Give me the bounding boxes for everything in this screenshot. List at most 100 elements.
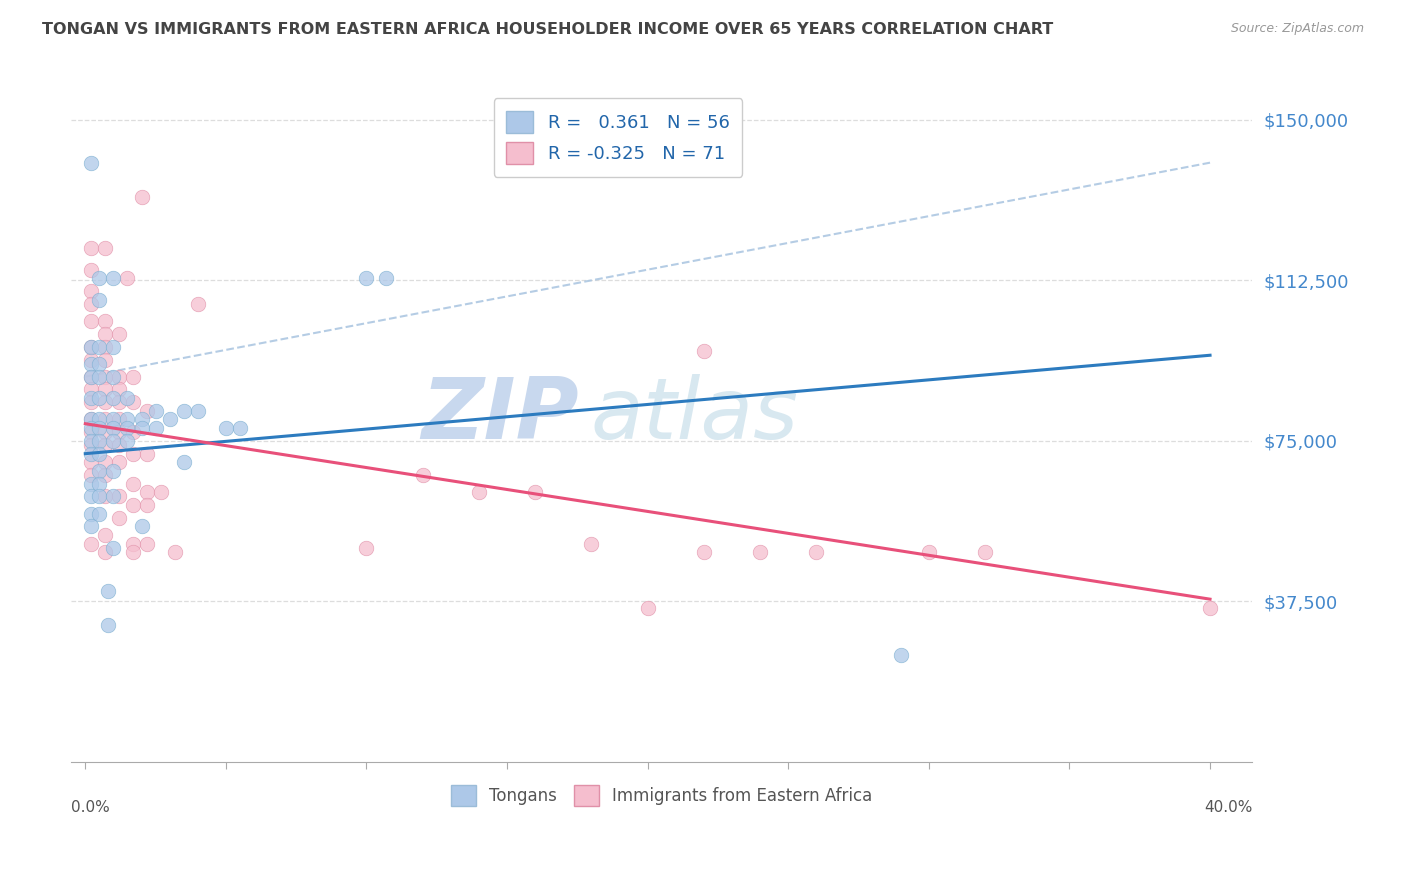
Point (94, 326, 117, 341)
Point (94, 352, 117, 367)
Point (80, 284, 103, 298)
Point (94, 425, 117, 440)
Point (122, 447, 145, 461)
Point (145, 421, 167, 435)
Point (122, 369, 145, 384)
Point (94, 412, 117, 426)
Point (173, 455, 195, 469)
Point (94, 241, 117, 255)
Point (356, 541, 378, 555)
Point (80, 262, 103, 277)
Point (173, 404, 195, 418)
Point (97, 583, 120, 598)
Point (80, 314, 103, 328)
Point (103, 434, 125, 448)
Point (117, 271, 139, 285)
Point (80, 340, 103, 354)
Point (94, 528, 117, 542)
Point (122, 395, 145, 409)
Point (131, 412, 153, 426)
Point (103, 541, 125, 555)
Point (136, 447, 159, 461)
Point (108, 455, 131, 469)
Point (108, 490, 131, 504)
Point (94, 438, 117, 452)
Point (89, 507, 111, 521)
Point (80, 391, 103, 405)
Point (918, 545, 941, 559)
Point (122, 545, 145, 559)
Point (165, 545, 187, 559)
Point (122, 425, 145, 440)
Point (122, 476, 145, 491)
Point (80, 395, 103, 409)
Point (80, 383, 103, 397)
Text: 40.0%: 40.0% (1204, 800, 1253, 815)
Point (187, 404, 209, 418)
Point (103, 391, 125, 405)
Point (80, 297, 103, 311)
Point (131, 519, 153, 533)
Point (122, 536, 145, 550)
Point (108, 425, 131, 440)
Point (103, 412, 125, 426)
Point (187, 297, 209, 311)
Point (80, 507, 103, 521)
Point (89, 391, 111, 405)
Point (136, 404, 159, 418)
Point (94, 455, 117, 469)
Point (94, 545, 117, 559)
Text: Source: ZipAtlas.com: Source: ZipAtlas.com (1230, 22, 1364, 36)
Point (80, 438, 103, 452)
Point (117, 421, 139, 435)
Point (890, 648, 912, 662)
Point (89, 271, 111, 285)
Point (80, 468, 103, 483)
Point (108, 326, 131, 341)
Point (103, 271, 125, 285)
Point (103, 464, 125, 478)
Point (108, 383, 131, 397)
Point (89, 490, 111, 504)
Point (524, 485, 547, 500)
Point (215, 421, 238, 435)
Point (89, 369, 111, 384)
Point (159, 412, 181, 426)
Point (693, 545, 716, 559)
Point (136, 498, 159, 512)
Point (150, 485, 173, 500)
Point (89, 434, 111, 448)
Point (1199, 600, 1222, 615)
Point (806, 545, 828, 559)
Point (693, 343, 716, 358)
Point (89, 357, 111, 371)
Point (80, 536, 103, 550)
Point (80, 412, 103, 426)
Point (117, 412, 139, 426)
Point (136, 485, 159, 500)
Point (80, 352, 103, 367)
Point (80, 519, 103, 533)
Point (103, 340, 125, 354)
Text: ZIP: ZIP (422, 374, 579, 457)
Point (108, 369, 131, 384)
Point (80, 434, 103, 448)
Point (375, 271, 398, 285)
Point (89, 476, 111, 491)
Point (103, 421, 125, 435)
Point (117, 434, 139, 448)
Point (80, 369, 103, 384)
Text: atlas: atlas (591, 374, 799, 457)
Point (749, 545, 772, 559)
Point (637, 600, 659, 615)
Point (89, 412, 111, 426)
Point (117, 391, 139, 405)
Point (80, 425, 103, 440)
Legend: Tongans, Immigrants from Eastern Africa: Tongans, Immigrants from Eastern Africa (444, 779, 879, 813)
Text: TONGAN VS IMMIGRANTS FROM EASTERN AFRICA HOUSEHOLDER INCOME OVER 65 YEARS CORREL: TONGAN VS IMMIGRANTS FROM EASTERN AFRICA… (42, 22, 1053, 37)
Point (89, 293, 111, 307)
Point (94, 490, 117, 504)
Point (80, 455, 103, 469)
Text: 0.0%: 0.0% (72, 800, 110, 815)
Point (89, 340, 111, 354)
